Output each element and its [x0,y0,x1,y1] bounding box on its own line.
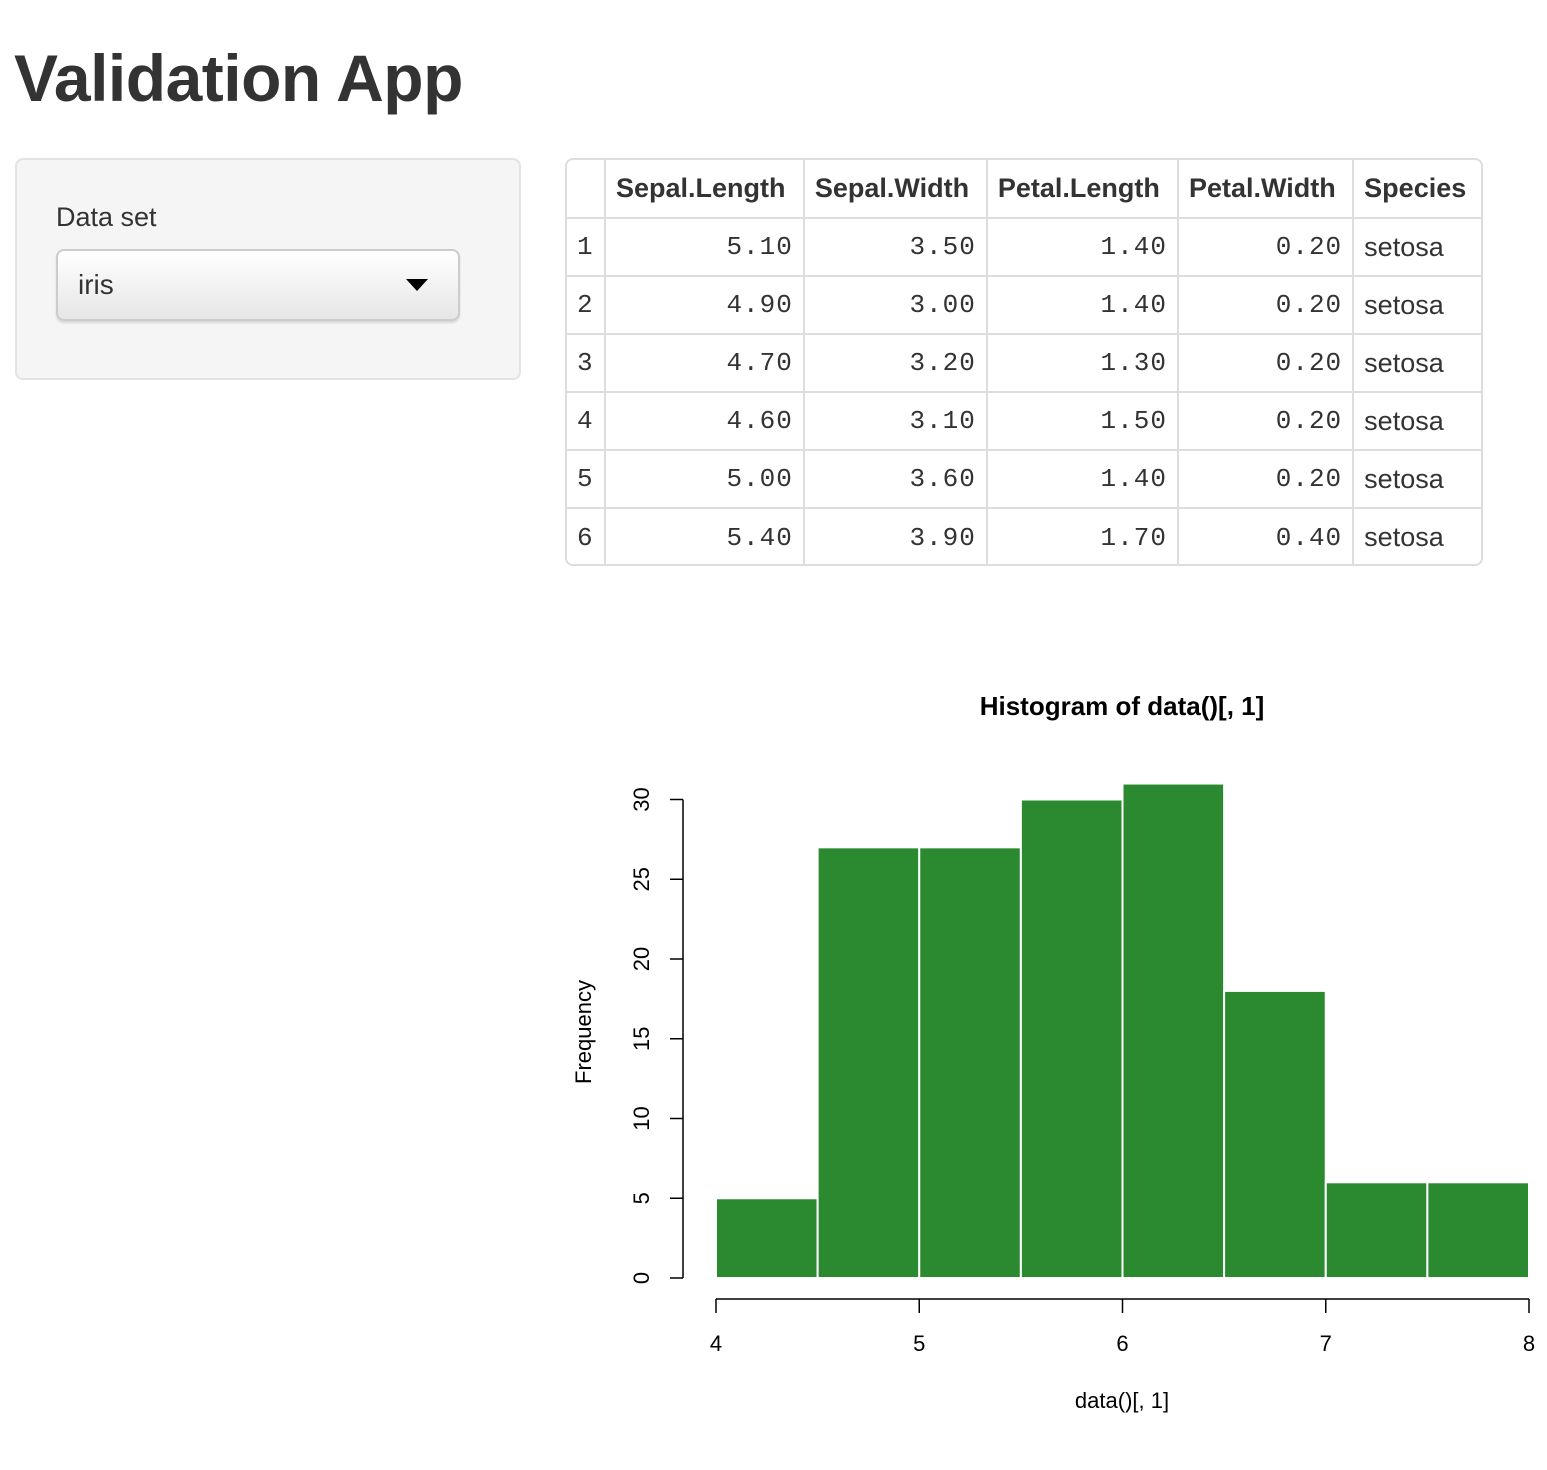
column-header-sepal-length: Sepal.Length [604,160,805,219]
cell-petal-width: 0.20 [1176,333,1355,393]
y-tick-label: 30 [629,787,654,811]
cell-petal-width: 0.20 [1176,217,1355,277]
chart-title: Histogram of data()[, 1] [980,691,1265,721]
caret-down-icon [406,279,428,291]
histogram-bar [1223,989,1327,1279]
y-axis: 0 5 10 15 20 25 30 [629,787,684,1284]
cell-species: setosa [1352,449,1481,509]
table-row: 2 4.90 3.00 1.40 0.20 setosa [567,275,1481,335]
table-row: 6 5.40 3.90 1.70 0.40 setosa [567,507,1481,564]
cell-petal-length: 1.50 [985,391,1179,451]
column-header-petal-length: Petal.Length [985,160,1179,219]
y-tick-label: 0 [629,1272,654,1284]
sidebar-panel: Data set iris [15,158,521,380]
cell-petal-width: 0.20 [1176,275,1355,335]
histogram-bar [1019,798,1124,1279]
x-tick-label: 4 [710,1331,722,1356]
histogram-bars [715,782,1530,1280]
column-header-species: Species [1352,160,1481,219]
histogram-bar [1324,1181,1429,1279]
cell-petal-length: 1.40 [985,217,1179,277]
cell-sepal-length: 5.40 [604,507,805,564]
x-tick-label: 7 [1320,1331,1332,1356]
cell-petal-length: 1.40 [985,449,1179,509]
cell-sepal-width: 3.60 [802,449,988,509]
cell-sepal-length: 4.60 [604,391,805,451]
y-tick-label: 15 [629,1027,654,1051]
table-row: 3 4.70 3.20 1.30 0.20 setosa [567,333,1481,393]
cell-species: setosa [1352,391,1481,451]
y-tick-label: 20 [629,947,654,971]
cell-petal-length: 1.70 [985,507,1179,564]
cell-row-index: 1 [567,217,606,277]
cell-row-index: 5 [567,449,606,509]
cell-species: setosa [1352,217,1481,277]
cell-petal-width: 0.20 [1176,449,1355,509]
histogram-bar [1426,1181,1530,1279]
column-header-index [567,160,606,219]
cell-petal-width: 0.20 [1176,391,1355,451]
x-tick-label: 5 [913,1331,925,1356]
histogram-bar [1121,782,1226,1280]
x-axis: 4 5 6 7 8 [710,1298,1535,1356]
table-row: 1 5.10 3.50 1.40 0.20 setosa [567,217,1481,277]
table-row: 5 5.00 3.60 1.40 0.20 setosa [567,449,1481,509]
cell-sepal-width: 3.10 [802,391,988,451]
y-axis-label: Frequency [571,980,596,1084]
histogram-bar [918,846,1022,1279]
cell-species: setosa [1352,275,1481,335]
histogram-svg: Histogram of data()[, 1] 0 5 10 15 20 25 30 4 5… [571,691,1535,1413]
y-tick-label: 5 [629,1192,654,1204]
cell-sepal-length: 5.10 [604,217,805,277]
cell-sepal-width: 3.20 [802,333,988,393]
histogram-bar [715,1197,819,1279]
dataset-select[interactable]: iris [56,249,460,321]
cell-sepal-length: 5.00 [604,449,805,509]
table-header-row: Sepal.Length Sepal.Width Petal.Length Pe… [567,160,1481,219]
x-tick-label: 6 [1116,1331,1128,1356]
cell-row-index: 6 [567,507,606,564]
cell-petal-length: 1.40 [985,275,1179,335]
cell-sepal-length: 4.70 [604,333,805,393]
histogram-chart: Histogram of data()[, 1] 0 5 10 15 20 25 30 4 5… [560,680,1547,1440]
column-header-petal-width: Petal.Width [1176,160,1355,219]
cell-row-index: 2 [567,275,606,335]
x-axis-label: data()[, 1] [1075,1388,1169,1413]
cell-petal-width: 0.40 [1176,507,1355,564]
page-title: Validation App [14,41,463,115]
y-tick-label: 25 [629,867,654,891]
cell-species: setosa [1352,333,1481,393]
cell-row-index: 4 [567,391,606,451]
column-header-sepal-width: Sepal.Width [802,160,988,219]
y-tick-label: 10 [629,1106,654,1130]
cell-sepal-length: 4.90 [604,275,805,335]
cell-sepal-width: 3.50 [802,217,988,277]
cell-petal-length: 1.30 [985,333,1179,393]
cell-row-index: 3 [567,333,606,393]
dataset-selected-value: iris [78,269,114,300]
histogram-bar [816,846,921,1279]
cell-sepal-width: 3.00 [802,275,988,335]
cell-sepal-width: 3.90 [802,507,988,564]
cell-species: setosa [1352,507,1481,564]
dataset-label: Data set [56,202,157,232]
data-table: Sepal.Length Sepal.Width Petal.Length Pe… [565,158,1483,566]
table-row: 4 4.60 3.10 1.50 0.20 setosa [567,391,1481,451]
x-tick-label: 8 [1523,1331,1535,1356]
